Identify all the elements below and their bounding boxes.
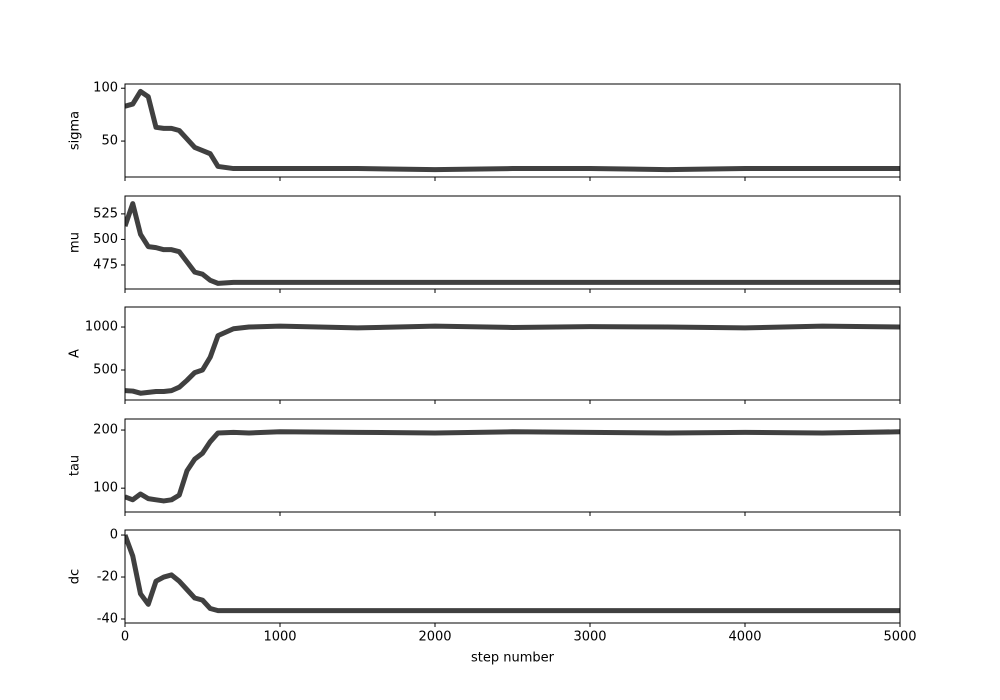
y-axis-label: sigma [68, 111, 83, 150]
y-tick-label: 100 [93, 81, 118, 96]
y-axis-label: A [68, 349, 83, 358]
axes-frame [124, 195, 901, 290]
y-tick-label: -20 [97, 570, 118, 585]
axes-frame [124, 418, 901, 513]
trace [125, 201, 900, 286]
x-tick-label: 4000 [728, 630, 761, 645]
y-axis-label: mu [68, 232, 83, 253]
x-tick-label: 5000 [883, 630, 916, 645]
y-tick-label: 0 [110, 528, 118, 543]
x-tick-label: 0 [121, 630, 129, 645]
y-tick-label: 100 [93, 481, 118, 496]
y-tick-label: 500 [93, 232, 118, 247]
y-axis-label: tau [68, 455, 83, 476]
y-tick-label: 200 [93, 423, 118, 438]
y-tick-label: 50 [101, 134, 118, 149]
y-tick-label: -40 [97, 612, 118, 627]
y-axis-label: dc [68, 569, 83, 584]
x-axis-label: step number [471, 651, 555, 666]
y-tick-label: 500 [93, 363, 118, 378]
y-tick-label: 525 [93, 206, 118, 221]
x-tick-label: 1000 [263, 630, 296, 645]
axes-frame [124, 83, 901, 178]
y-tick-label: 475 [93, 257, 118, 272]
axes-frame [124, 306, 901, 401]
trace [125, 429, 900, 504]
trace [125, 323, 900, 396]
axes-frame [124, 529, 901, 624]
trace [125, 88, 900, 173]
trace [125, 534, 900, 614]
y-tick-label: 1000 [85, 320, 118, 335]
x-tick-label: 3000 [573, 630, 606, 645]
x-tick-label: 2000 [418, 630, 451, 645]
